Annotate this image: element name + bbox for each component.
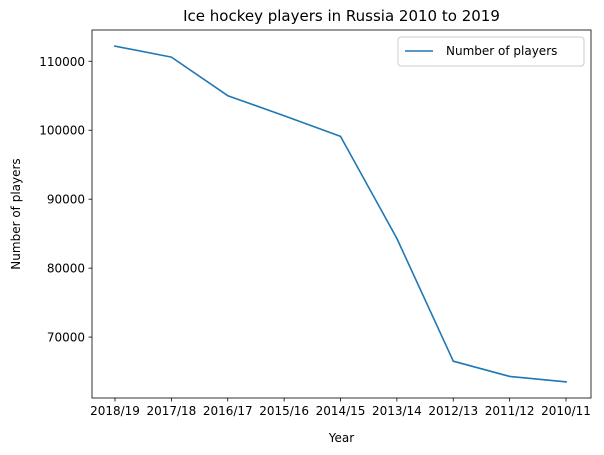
chart-title: Ice hockey players in Russia 2010 to 201… [183, 7, 500, 25]
y-axis-label: Number of players [9, 158, 23, 269]
data-point [114, 45, 116, 47]
legend: Number of players [397, 36, 585, 67]
data-point [396, 237, 398, 240]
series-line [114, 45, 567, 383]
y-tick-label: 90000 [47, 193, 85, 207]
series-lines [114, 45, 567, 383]
legend-label: Number of players [446, 44, 557, 58]
x-tick-label: 2012/13 [428, 404, 478, 418]
data-point [452, 360, 455, 363]
plot-area-frame [91, 29, 592, 399]
data-point [226, 94, 229, 97]
y-tick-label: 70000 [47, 331, 85, 345]
y-axis-ticks: 70000 80000 90000 100000 110000 [39, 55, 92, 345]
x-tick-label: 2010/11 [541, 404, 591, 418]
y-tick-label: 100000 [39, 124, 85, 138]
data-point [565, 381, 567, 383]
y-tick-label: 110000 [39, 55, 85, 69]
data-point [283, 114, 285, 117]
x-tick-label: 2017/18 [146, 404, 196, 418]
x-axis-label: Year [328, 431, 354, 445]
x-tick-label: 2018/19 [90, 404, 140, 418]
data-point [170, 56, 173, 58]
y-tick-label: 80000 [47, 262, 85, 276]
x-tick-label: 2014/15 [316, 404, 366, 418]
x-tick-label: 2013/14 [372, 404, 422, 418]
x-tick-label: 2011/12 [485, 404, 535, 418]
x-tick-label: 2016/17 [203, 404, 253, 418]
legend-frame [397, 36, 585, 67]
x-axis-ticks: 2018/19 2017/18 2016/17 2015/16 2014/15 2013/… [90, 398, 591, 418]
data-point [339, 135, 342, 138]
data-point [508, 375, 511, 378]
x-tick-label: 2015/16 [259, 404, 309, 418]
